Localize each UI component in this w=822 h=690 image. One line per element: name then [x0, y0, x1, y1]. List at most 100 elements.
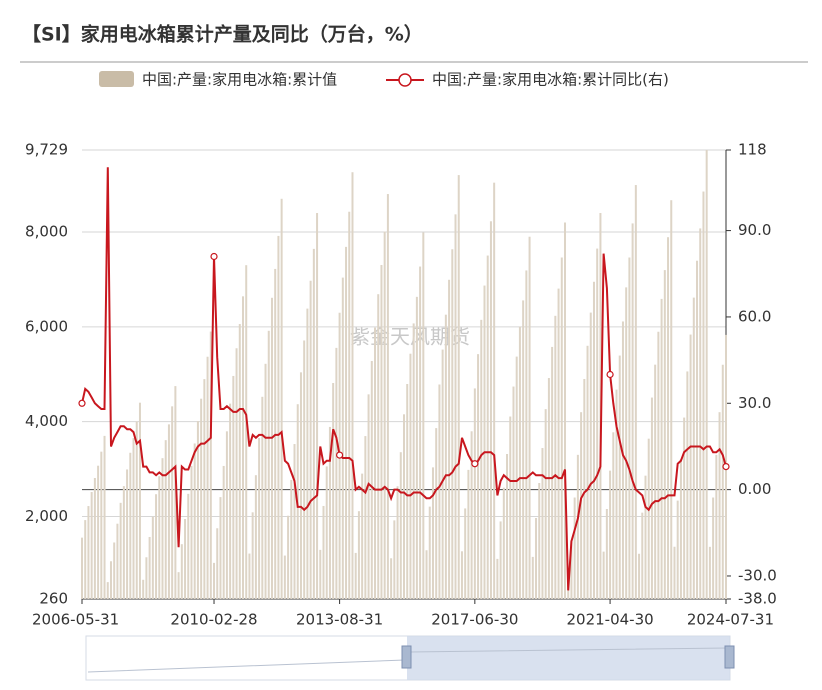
bar	[621, 321, 624, 599]
zoom-handle[interactable]	[401, 645, 412, 669]
bar	[531, 556, 534, 599]
bar	[448, 279, 451, 599]
bar	[235, 348, 238, 599]
bar	[361, 473, 364, 599]
bar	[335, 347, 338, 599]
bar	[454, 214, 457, 599]
bar	[412, 323, 415, 599]
bar	[602, 551, 605, 599]
bar	[299, 372, 302, 599]
bar	[190, 465, 193, 599]
bar	[155, 494, 158, 599]
y-tick-label: 9,729	[25, 141, 68, 159]
bar	[638, 553, 641, 599]
bar	[206, 356, 209, 599]
bar	[676, 500, 679, 599]
bar	[261, 396, 264, 599]
line-marker	[471, 460, 479, 468]
bar	[225, 431, 228, 599]
x-tick-label: 2021-04-30	[566, 611, 653, 629]
bar	[686, 371, 689, 599]
y-tick-label: 8,000	[25, 222, 68, 240]
bar	[409, 353, 412, 599]
bar	[647, 438, 650, 599]
bar	[441, 349, 444, 599]
bar	[718, 412, 721, 599]
bar	[84, 520, 87, 599]
bar	[551, 346, 554, 599]
line-marker	[606, 370, 614, 379]
bar	[641, 512, 644, 599]
bar	[708, 546, 711, 599]
bar	[654, 364, 657, 599]
bar	[119, 502, 122, 599]
zoom-handle[interactable]	[724, 645, 735, 669]
bar	[93, 477, 96, 599]
bar	[541, 448, 544, 599]
bar	[351, 172, 354, 599]
bar	[715, 454, 718, 599]
bar	[493, 182, 496, 599]
bar	[460, 551, 463, 599]
bar	[280, 198, 283, 599]
bar	[106, 582, 109, 599]
x-tick-label: 2024-07-31	[687, 611, 774, 629]
y-tick-label: 4,000	[25, 412, 68, 430]
bar	[345, 246, 348, 599]
bar	[596, 248, 599, 599]
y2-tick-label: 118	[738, 141, 767, 159]
bar	[164, 440, 167, 599]
bar	[251, 512, 254, 599]
line-marker	[722, 463, 730, 471]
bar	[692, 297, 695, 599]
data-zoom[interactable]	[85, 635, 735, 681]
bar	[113, 542, 116, 599]
bar	[528, 236, 531, 599]
bar	[209, 331, 212, 599]
bar	[564, 222, 566, 599]
bar	[270, 297, 273, 599]
bar	[328, 426, 331, 599]
bar	[90, 492, 93, 599]
bar	[464, 508, 467, 599]
bar	[348, 211, 351, 599]
x-tick-label: 2013-08-31	[296, 611, 383, 629]
bar	[612, 432, 615, 599]
bar	[383, 231, 386, 599]
bar	[483, 285, 486, 599]
bar	[370, 360, 373, 599]
bar	[354, 552, 357, 599]
y2-tick-label: 0.00	[738, 480, 771, 498]
bar	[303, 340, 306, 599]
bar	[248, 553, 251, 599]
bar	[277, 235, 280, 600]
bar	[196, 421, 199, 599]
bar	[177, 572, 180, 599]
bar	[679, 459, 682, 599]
x-tick-label: 2006-05-31	[32, 611, 119, 629]
bar	[238, 324, 241, 599]
zoom-window[interactable]	[407, 636, 730, 680]
bar	[670, 200, 673, 599]
bar	[502, 487, 505, 599]
bar	[97, 465, 100, 599]
bar	[480, 319, 483, 599]
bar	[332, 383, 335, 599]
bar	[309, 280, 312, 599]
bar	[515, 356, 518, 599]
line-marker	[336, 451, 344, 459]
bar	[242, 296, 244, 599]
bar	[287, 515, 290, 599]
bar	[219, 497, 222, 599]
bar	[628, 257, 631, 599]
bar	[264, 363, 267, 599]
bar	[116, 523, 119, 599]
bar	[254, 475, 257, 599]
bar	[132, 438, 135, 599]
bar	[605, 509, 608, 599]
bar	[496, 558, 499, 599]
bar	[283, 555, 286, 599]
bar	[377, 294, 380, 599]
bar	[213, 562, 216, 599]
